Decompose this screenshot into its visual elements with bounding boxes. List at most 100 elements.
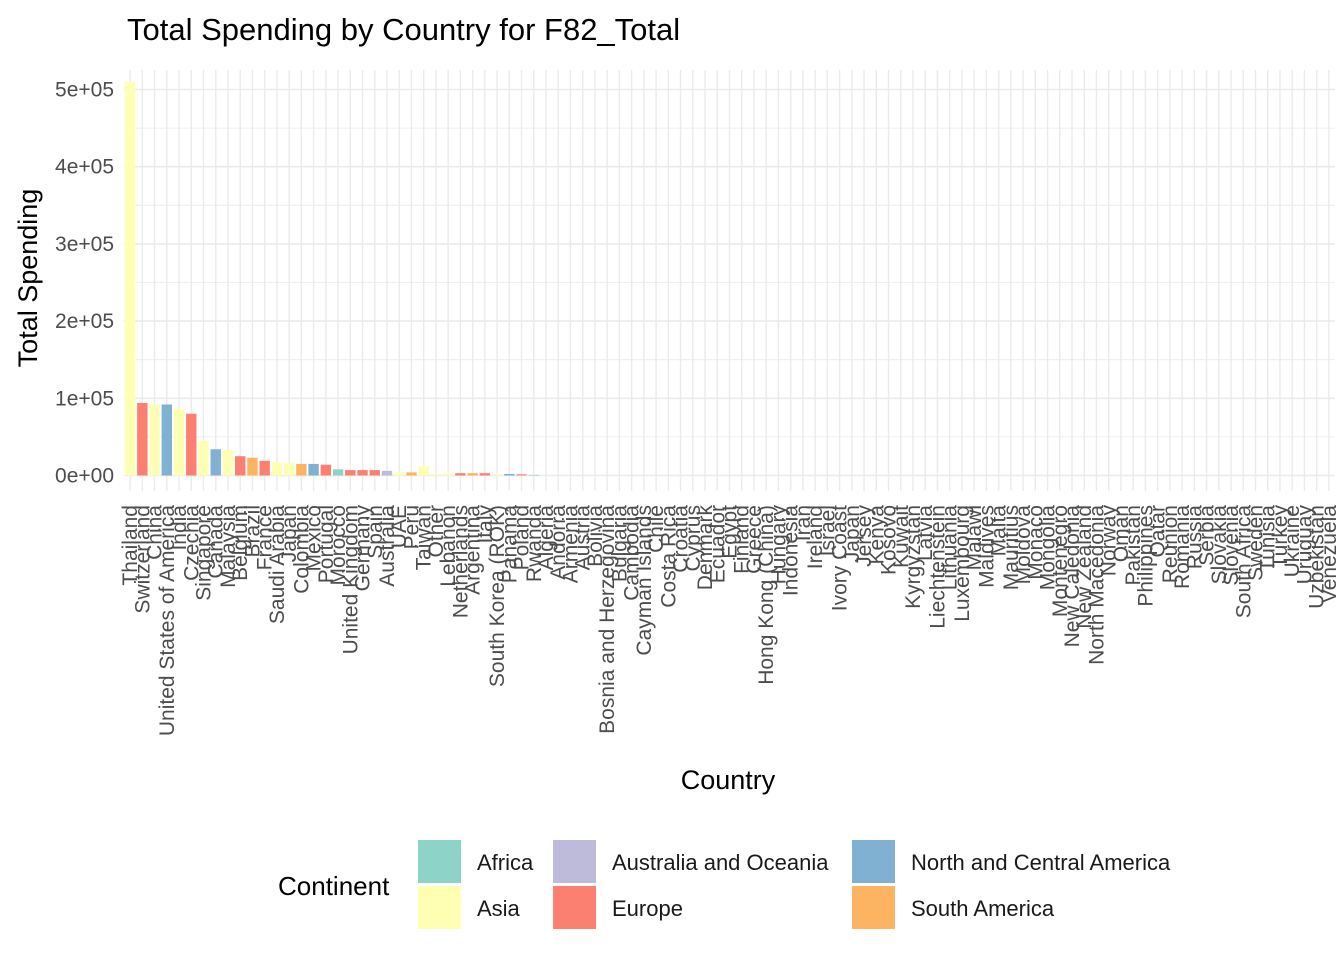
x-tick-label: South Africa <box>1232 505 1255 619</box>
x-tick-label: Serbia <box>1196 505 1219 566</box>
bar-switzerland <box>137 402 148 476</box>
gridlines <box>124 70 1335 491</box>
x-tick-label: Monaco <box>1024 505 1047 580</box>
x-tick-label: Mauritius <box>1000 505 1023 590</box>
x-tick-label: Lithuania <box>939 505 962 591</box>
bar-singapore <box>198 440 209 476</box>
x-tick-label: Andorra <box>547 505 570 580</box>
x-tick-label: New Zealand <box>1073 505 1096 629</box>
x-tick-label: Indonesia <box>780 505 803 596</box>
x-tick-label: Bolivia <box>584 505 607 567</box>
bar-colombia <box>296 463 307 476</box>
bar-uae <box>394 472 405 476</box>
x-tick-label: Peru <box>400 505 423 549</box>
x-tick-label: Egypt <box>719 505 742 559</box>
x-tick-label: Philippines <box>1134 505 1157 607</box>
x-tick-label: Malta <box>988 505 1011 557</box>
bar-netherlands <box>455 473 466 476</box>
x-tick-label: India <box>168 505 191 551</box>
bar-saudi-arabia <box>271 462 283 476</box>
x-tick-label: Denmark <box>694 505 717 591</box>
x-tick-label: Malawi <box>963 505 986 570</box>
x-tick-label: Uruguay <box>1293 505 1316 585</box>
x-tick-label: Bosnia and Herzegovina <box>596 505 619 734</box>
x-tick-label: Russia <box>1183 505 1206 570</box>
x-tick-label: Iran <box>792 505 815 541</box>
bar-rwanda <box>528 474 539 476</box>
y-tick-label: 4e+05 <box>55 156 114 179</box>
x-tick-label: Spain <box>364 505 387 559</box>
y-axis-ticks: 0e+00 1e+05 2e+05 3e+05 4e+05 5e+05 <box>55 79 114 488</box>
legend-label: North and Central America <box>911 850 1171 875</box>
x-tick-label: Austria <box>572 505 595 571</box>
x-tick-label: Cyprus <box>682 505 705 572</box>
x-tick-label: Brazil <box>241 505 264 558</box>
bar-brazil <box>247 457 258 476</box>
x-tick-label: Romania <box>1171 505 1194 589</box>
legend-label: Australia and Oceania <box>612 850 829 875</box>
bar-south-korea-rok- <box>491 473 503 476</box>
x-tick-label: Qatar <box>1147 505 1170 558</box>
chart-title: Total Spending by Country for F82_Total <box>127 12 680 47</box>
x-tick-label: Netherlands <box>449 505 472 618</box>
legend-key-asia <box>418 886 461 929</box>
x-tick-label: Japan <box>841 505 864 562</box>
x-tick-label: Slovakia <box>1208 505 1231 585</box>
bar-lebanon <box>442 473 454 476</box>
x-tick-label: Kosovo <box>878 505 901 575</box>
x-tick-label: Montenegro <box>1049 505 1072 617</box>
bars <box>124 81 539 476</box>
bar-argentina <box>467 473 478 476</box>
x-tick-label: Argentina <box>462 505 485 595</box>
bar-japan <box>283 463 295 476</box>
legend-key-australia-and-oceania <box>553 840 596 883</box>
legend-title: Continent <box>278 871 390 901</box>
y-tick-label: 5e+05 <box>55 79 114 102</box>
bar-canada <box>210 449 221 476</box>
x-tick-label: Tunisia <box>1257 505 1280 572</box>
bar-other <box>430 473 442 476</box>
bar-india <box>173 409 185 476</box>
legend-key-europe <box>553 886 596 929</box>
x-tick-label: Slovenia <box>1220 505 1243 586</box>
x-tick-label: Greece <box>743 505 766 574</box>
x-axis-title: Country <box>681 765 776 795</box>
x-tick-label: Turkey <box>1269 505 1292 569</box>
x-tick-label: Mongolia <box>1037 505 1060 591</box>
x-tick-label: Taiwan <box>413 505 436 570</box>
x-tick-label: Pakistan <box>1122 505 1145 586</box>
bar-panama <box>504 473 515 476</box>
x-tick-label: Hungary <box>767 505 790 585</box>
y-tick-label: 0e+00 <box>55 465 114 488</box>
bar-united-states-of-america <box>161 404 173 476</box>
x-tick-label: UAE <box>388 505 411 548</box>
x-tick-label: Australia <box>376 505 399 587</box>
x-tick-label: Switzerland <box>131 505 154 614</box>
legend-key-south-america <box>852 886 895 929</box>
x-tick-label: Germany <box>352 505 375 592</box>
legend-key-north-and-central-america <box>852 840 895 883</box>
x-tick-label: New Caledonia <box>1061 505 1084 648</box>
bar-france <box>259 460 270 476</box>
x-tick-label: United Kingdom <box>339 505 362 654</box>
x-tick-label: Singapore <box>193 505 216 601</box>
x-tick-label: Hong Kong (China) <box>755 505 778 685</box>
bar-united-kingdom <box>345 470 356 476</box>
x-tick-label: Panama <box>498 505 521 584</box>
x-tick-label: Poland <box>511 505 534 570</box>
x-tick-label: Portugal <box>315 505 338 583</box>
x-tick-label: Venezuela <box>1318 505 1341 603</box>
x-tick-label: Colombia <box>290 505 313 594</box>
bar-germany <box>357 470 368 476</box>
x-tick-label: Czechia <box>180 505 203 581</box>
bar-morocco <box>332 469 344 476</box>
x-tick-label: Kenya <box>865 505 888 565</box>
bar-australia <box>381 470 393 476</box>
x-tick-label: Saudi Arabia <box>266 505 289 624</box>
bar-portugal <box>320 464 332 476</box>
x-tick-label: Cambodia <box>621 505 644 601</box>
bar-thailand <box>124 81 136 476</box>
bar-poland <box>516 474 527 476</box>
